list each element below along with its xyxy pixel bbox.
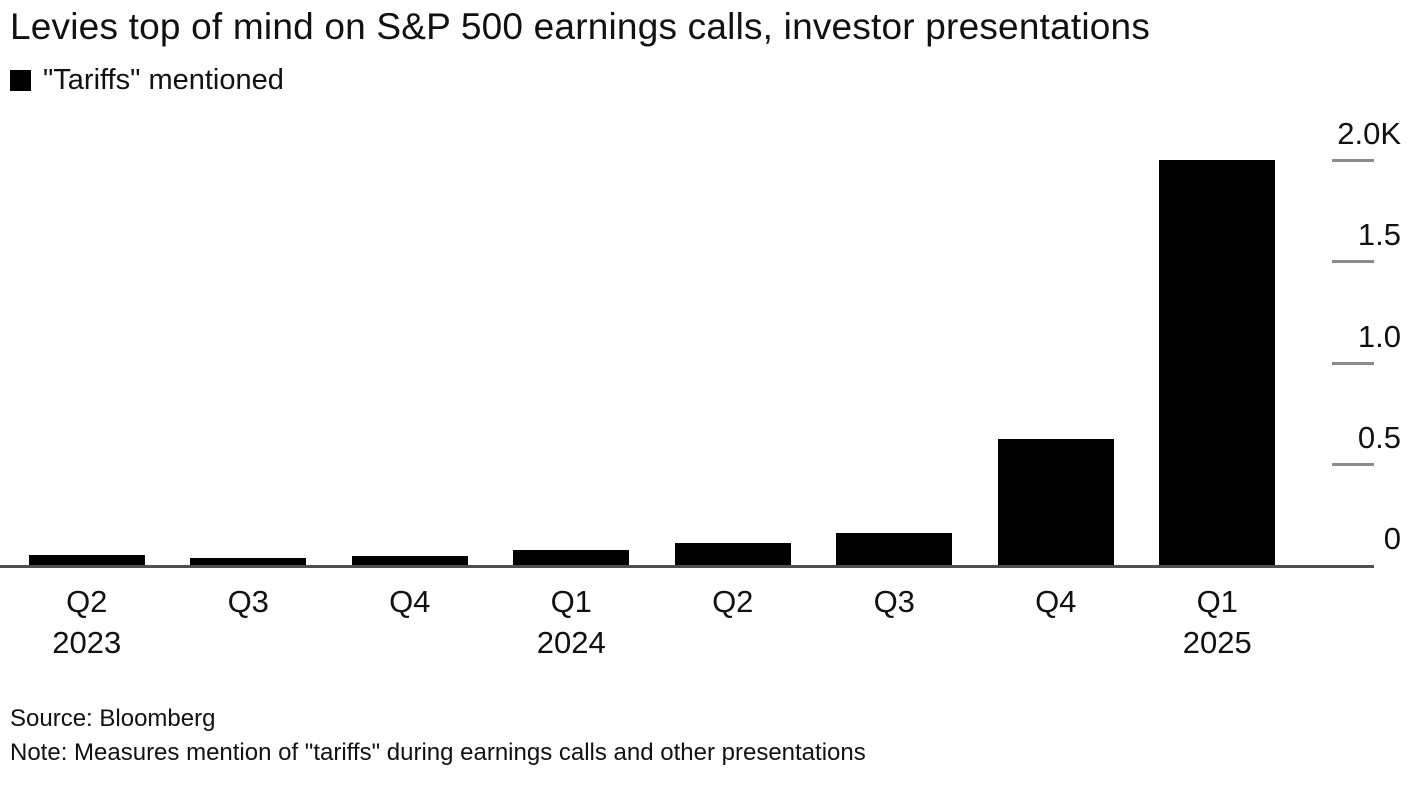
legend: "Tariffs" mentioned	[10, 64, 284, 97]
y-tick-label: 0	[1383, 521, 1401, 556]
bar	[674, 543, 791, 565]
y-tick-mark	[1332, 159, 1374, 162]
x-tick-label: Q2 2023	[52, 584, 122, 660]
bar-slot	[975, 160, 1137, 565]
footer: Source: Bloomberg Note: Measures mention…	[10, 702, 866, 770]
bar	[513, 550, 630, 565]
source-text: Source: Bloomberg	[10, 705, 216, 732]
bar-slot	[652, 160, 814, 565]
bar	[1159, 160, 1276, 565]
y-tick-label: 2.0K	[1337, 116, 1401, 151]
bar-slot	[329, 160, 491, 565]
y-tick-mark	[1332, 462, 1374, 466]
bar-slot	[1137, 160, 1299, 565]
x-tick-label: Q2	[712, 584, 754, 619]
y-tick-label: 0.5	[1357, 419, 1401, 455]
bar	[351, 556, 468, 565]
x-tick-label: Q1 2024	[536, 584, 606, 660]
x-tick-label: Q4	[1035, 584, 1077, 619]
bar	[28, 555, 145, 565]
chart-title: Levies top of mind on S&P 500 earnings c…	[10, 6, 1151, 47]
x-tick-label: Q3	[873, 584, 915, 619]
note-text: Note: Measures mention of "tariffs" duri…	[10, 739, 866, 766]
bar-slot	[814, 160, 976, 565]
x-tick-label: Q1 2025	[1182, 584, 1252, 660]
y-tick-mark	[1332, 361, 1374, 365]
bar-slot	[491, 160, 653, 565]
bar	[190, 558, 307, 565]
x-tick-label: Q3	[227, 584, 269, 619]
x-tick-label: Q4	[389, 584, 431, 619]
bar-slot	[168, 160, 330, 565]
bar	[997, 439, 1114, 565]
y-tick-label: 1.5	[1357, 217, 1401, 253]
bar	[836, 533, 953, 565]
x-axis-line	[0, 565, 1374, 568]
x-axis-labels: Q2 2023 Q3 Q4 Q1 2024 Q2 Q3 Q4 Q1 2025	[6, 582, 1298, 664]
bars-row	[6, 160, 1298, 565]
legend-swatch-icon	[10, 70, 31, 91]
y-tick-mark	[1332, 260, 1374, 264]
bar-slot	[6, 160, 168, 565]
legend-label: "Tariffs" mentioned	[43, 64, 284, 96]
y-tick-label: 1.0	[1357, 318, 1401, 354]
